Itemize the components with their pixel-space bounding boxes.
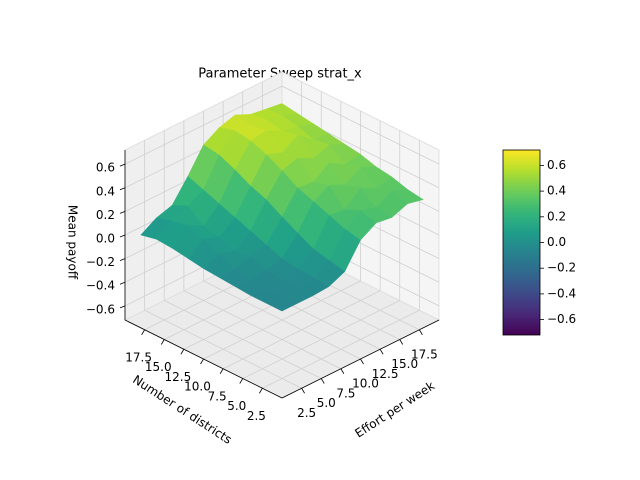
z-tick-label: −0.4 (86, 279, 115, 293)
tick-mark (399, 339, 404, 345)
y-tick-label: 2.5 (247, 409, 266, 423)
tick-mark (340, 368, 345, 374)
tick-mark (119, 163, 126, 167)
colorbar (502, 149, 541, 336)
tick-mark (200, 358, 204, 365)
axis-line (124, 319, 283, 399)
axis-line (281, 319, 440, 399)
z-tick-label: −0.6 (86, 302, 115, 316)
tick-mark (160, 339, 165, 345)
grid-line (124, 85, 283, 165)
colorbar-tick-label: 0.2 (547, 209, 566, 223)
tick-mark (360, 358, 364, 365)
z-tick-label: 0.2 (96, 208, 115, 222)
tick-mark (119, 281, 126, 285)
z-tick-label: 0.4 (96, 184, 115, 198)
tick-mark (419, 329, 423, 335)
y-tick-label: 12.5 (165, 370, 192, 384)
z-axis-label: Mean payoff (66, 205, 80, 280)
tick-mark (301, 388, 305, 394)
tick-mark (119, 211, 126, 214)
colorbar-tick-label: −0.4 (547, 286, 576, 300)
x-tick-label: 17.5 (411, 347, 438, 361)
tick-mark (119, 305, 126, 309)
y-tick-label: 15.0 (145, 360, 172, 374)
tick-mark (379, 349, 384, 355)
y-tick-label: 5.0 (227, 399, 246, 413)
grid-line (281, 85, 440, 165)
tick-mark (141, 329, 145, 335)
grid-line (203, 280, 361, 360)
tick-mark (119, 234, 126, 238)
tick-mark (119, 258, 126, 261)
colorbar-tick-label: 0.4 (547, 184, 566, 198)
colorbar-tick-label: 0.0 (547, 235, 566, 249)
x-tick-label: 15.0 (391, 357, 418, 371)
tick-mark (259, 388, 263, 394)
z-tick-label: −0.2 (86, 255, 115, 269)
tick-mark (119, 187, 126, 191)
x-tick-label: 10.0 (352, 377, 379, 391)
grid-line (222, 290, 381, 370)
tick-mark (239, 378, 244, 384)
y-tick-label: 7.5 (208, 389, 227, 403)
x-tick-label: 2.5 (297, 406, 316, 420)
grid-line (262, 309, 420, 389)
tick-mark (180, 349, 185, 355)
tick-mark (219, 368, 224, 374)
tick-mark (320, 378, 325, 384)
grid-line (242, 300, 400, 379)
x-tick-label: 5.0 (317, 396, 336, 410)
x-tick-label: 7.5 (336, 386, 355, 400)
surface-face (265, 295, 299, 312)
z-tick-label: 0.0 (96, 232, 115, 246)
colorbar-tick-label: −0.6 (547, 312, 576, 326)
colorbar-tick-label: 0.6 (547, 158, 566, 172)
x-tick-label: 12.5 (372, 367, 399, 381)
y-tick-label: 10.0 (184, 380, 211, 394)
z-tick-label: 0.6 (96, 161, 115, 175)
y-tick-label: 17.5 (125, 350, 152, 364)
colorbar-tick-label: −0.2 (547, 261, 576, 275)
